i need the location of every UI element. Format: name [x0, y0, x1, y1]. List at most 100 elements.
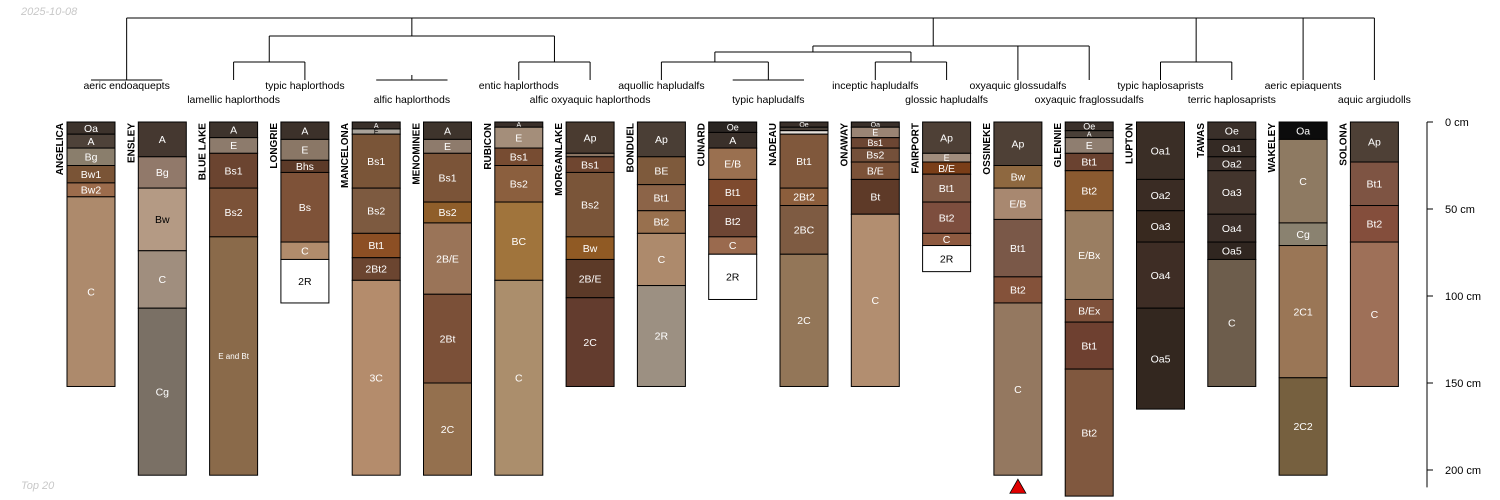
- horizon-bw: [137, 187, 187, 252]
- horizon-bs: [280, 171, 330, 243]
- horizon-label: C: [1371, 309, 1379, 321]
- horizon-e-bx: [1064, 210, 1114, 300]
- horizon-label: Oa1: [1151, 145, 1171, 157]
- profile-cunard: Oe A E/B Bt1 Bt2 C 2R CUNARD: [697, 121, 758, 300]
- taxon-label-entic-haplorthods: entic haplorthods: [479, 80, 559, 92]
- depth-tick-label: 0 cm: [1445, 117, 1469, 129]
- profile-rubicon: AE Bs1 Bs2 BC C RUBICON: [483, 121, 544, 476]
- horizon-label: A: [159, 134, 166, 146]
- profile-nadeau: Oe Bt1 2Bt2 2BC 2C NADEAU: [768, 121, 829, 387]
- horizon-oa4: [1136, 241, 1185, 309]
- horizon-bs1: [351, 133, 401, 189]
- profile-name: BLUE LAKE: [198, 123, 209, 181]
- horizon-label: 2R: [655, 331, 669, 343]
- horizon-label: 2C: [441, 424, 455, 436]
- horizon-bs2: [351, 187, 401, 234]
- profile-name: WAKELEY: [1267, 123, 1278, 173]
- horizon-oa3: [1136, 210, 1185, 243]
- horizon-label: 2Bt2: [365, 264, 387, 276]
- horizon-label: 2BC: [794, 225, 815, 237]
- horizon-label: C: [1014, 384, 1022, 396]
- profile-name: ENSLEY: [126, 123, 137, 163]
- horizon-bs1: [423, 152, 472, 203]
- horizon-2c: [565, 297, 615, 387]
- horizon-label: E: [230, 140, 237, 152]
- profile-name: MANCELONA: [340, 123, 351, 188]
- taxon-label-inceptic-hapludalfs: inceptic hapludalfs: [832, 80, 918, 92]
- profile-name: MORGANLAKE: [554, 123, 565, 196]
- horizon-bs2: [209, 187, 259, 238]
- horizon-label: Bs1: [510, 151, 528, 163]
- horizon-label: Bs1: [581, 159, 599, 171]
- horizon-label: C: [515, 372, 523, 384]
- horizon-label: Bs2: [225, 207, 243, 219]
- profile-lupton: Oa1 Oa2 Oa3 Oa4 Oa5 LUPTON: [1125, 121, 1185, 410]
- horizon-2r: [708, 253, 758, 300]
- horizon-label: Bs2: [438, 207, 456, 219]
- taxon-label-aquic-argiudolls: aquic argiudolls: [1338, 94, 1411, 106]
- horizon-label: Bs2: [866, 150, 884, 162]
- horizon-label: Bs1: [868, 138, 884, 148]
- horizon-label: E/B: [1009, 198, 1026, 210]
- horizon-label: E: [444, 141, 451, 153]
- horizon-oa5: [1136, 307, 1185, 410]
- horizon-2bc: [779, 205, 829, 255]
- horizon-label: Bt1: [796, 156, 812, 168]
- horizon-2r: [922, 245, 972, 273]
- horizon-2r: [280, 258, 330, 304]
- horizon-label: C: [1228, 318, 1236, 330]
- taxa-labels: aeric endoaquepts lamellic haplorthods typ…: [83, 80, 1410, 106]
- horizon-label: BE: [654, 165, 668, 177]
- horizon-2c2: [1278, 377, 1328, 476]
- profile-name: TAWAS: [1196, 123, 1207, 158]
- taxon-label-typic-hapludalfs: typic hapludalfs: [732, 94, 804, 106]
- profile-name: SOLONA: [1338, 123, 1349, 166]
- depth-tick-label: 50 cm: [1445, 204, 1475, 216]
- horizon-label: Bt: [870, 191, 880, 203]
- horizon-label: Ap: [1011, 138, 1024, 150]
- horizon-label: Oa: [1296, 125, 1310, 137]
- profile-name: LONGRIE: [269, 123, 280, 169]
- horizon-label: Oa4: [1222, 223, 1242, 235]
- taxon-label-oxyaquic-glossudalfs: oxyaquic glossudalfs: [969, 80, 1066, 92]
- horizon-bt2: [993, 276, 1043, 304]
- horizon-label: Oe: [1083, 122, 1095, 132]
- horizon-e-b: [708, 147, 758, 180]
- date-label: 2025-10-08: [21, 6, 78, 18]
- horizon-label: Bw: [583, 243, 598, 255]
- horizon-label: Bt2: [1081, 185, 1097, 197]
- horizon-label: BC: [512, 236, 527, 248]
- horizon-label: Bw: [155, 214, 170, 226]
- horizon-label: A: [374, 123, 379, 130]
- horizon-label: 2C2: [1293, 421, 1312, 433]
- horizon-bt1: [351, 232, 401, 259]
- horizon-label: E/Bx: [1078, 250, 1101, 262]
- taxon-label-typic-haplosaprists: typic haplosaprists: [1117, 80, 1203, 92]
- horizon-bt1: [636, 184, 686, 212]
- horizon-label: Bt2: [1010, 285, 1026, 297]
- profile-ossineke: Ap Bw E/B Bt1 Bt2 C OSSINEKE: [982, 121, 1043, 476]
- horizon-bc: [494, 201, 544, 281]
- horizon-label: B/Ex: [1078, 305, 1101, 317]
- horizon-bt2: [708, 205, 758, 238]
- horizon-label: C: [301, 245, 309, 257]
- horizon-label: Bt1: [1367, 178, 1383, 190]
- horizon-c: [66, 196, 116, 387]
- profile-name: ANGELICA: [55, 123, 66, 175]
- horizon-label: Cg: [156, 386, 170, 398]
- profile-tawas: Oe Oa1 Oa2 Oa3 Oa4 Oa5 C TAWAS: [1196, 121, 1257, 387]
- horizon-label: 2C: [797, 315, 811, 327]
- horizon-2r: [636, 285, 686, 387]
- horizon-c: [1278, 138, 1328, 224]
- horizon-label: E/B: [724, 158, 741, 170]
- horizon-e-b: [993, 187, 1043, 220]
- horizon-label: Oa3: [1151, 221, 1171, 233]
- horizon-bt1: [1349, 161, 1399, 207]
- horizon-label: Ap: [1368, 137, 1381, 149]
- horizon-label: Oa: [84, 123, 98, 135]
- horizon-e-and-bt: [209, 236, 259, 476]
- horizon-label: Bg: [85, 151, 98, 163]
- horizon-label: Oa5: [1222, 245, 1242, 257]
